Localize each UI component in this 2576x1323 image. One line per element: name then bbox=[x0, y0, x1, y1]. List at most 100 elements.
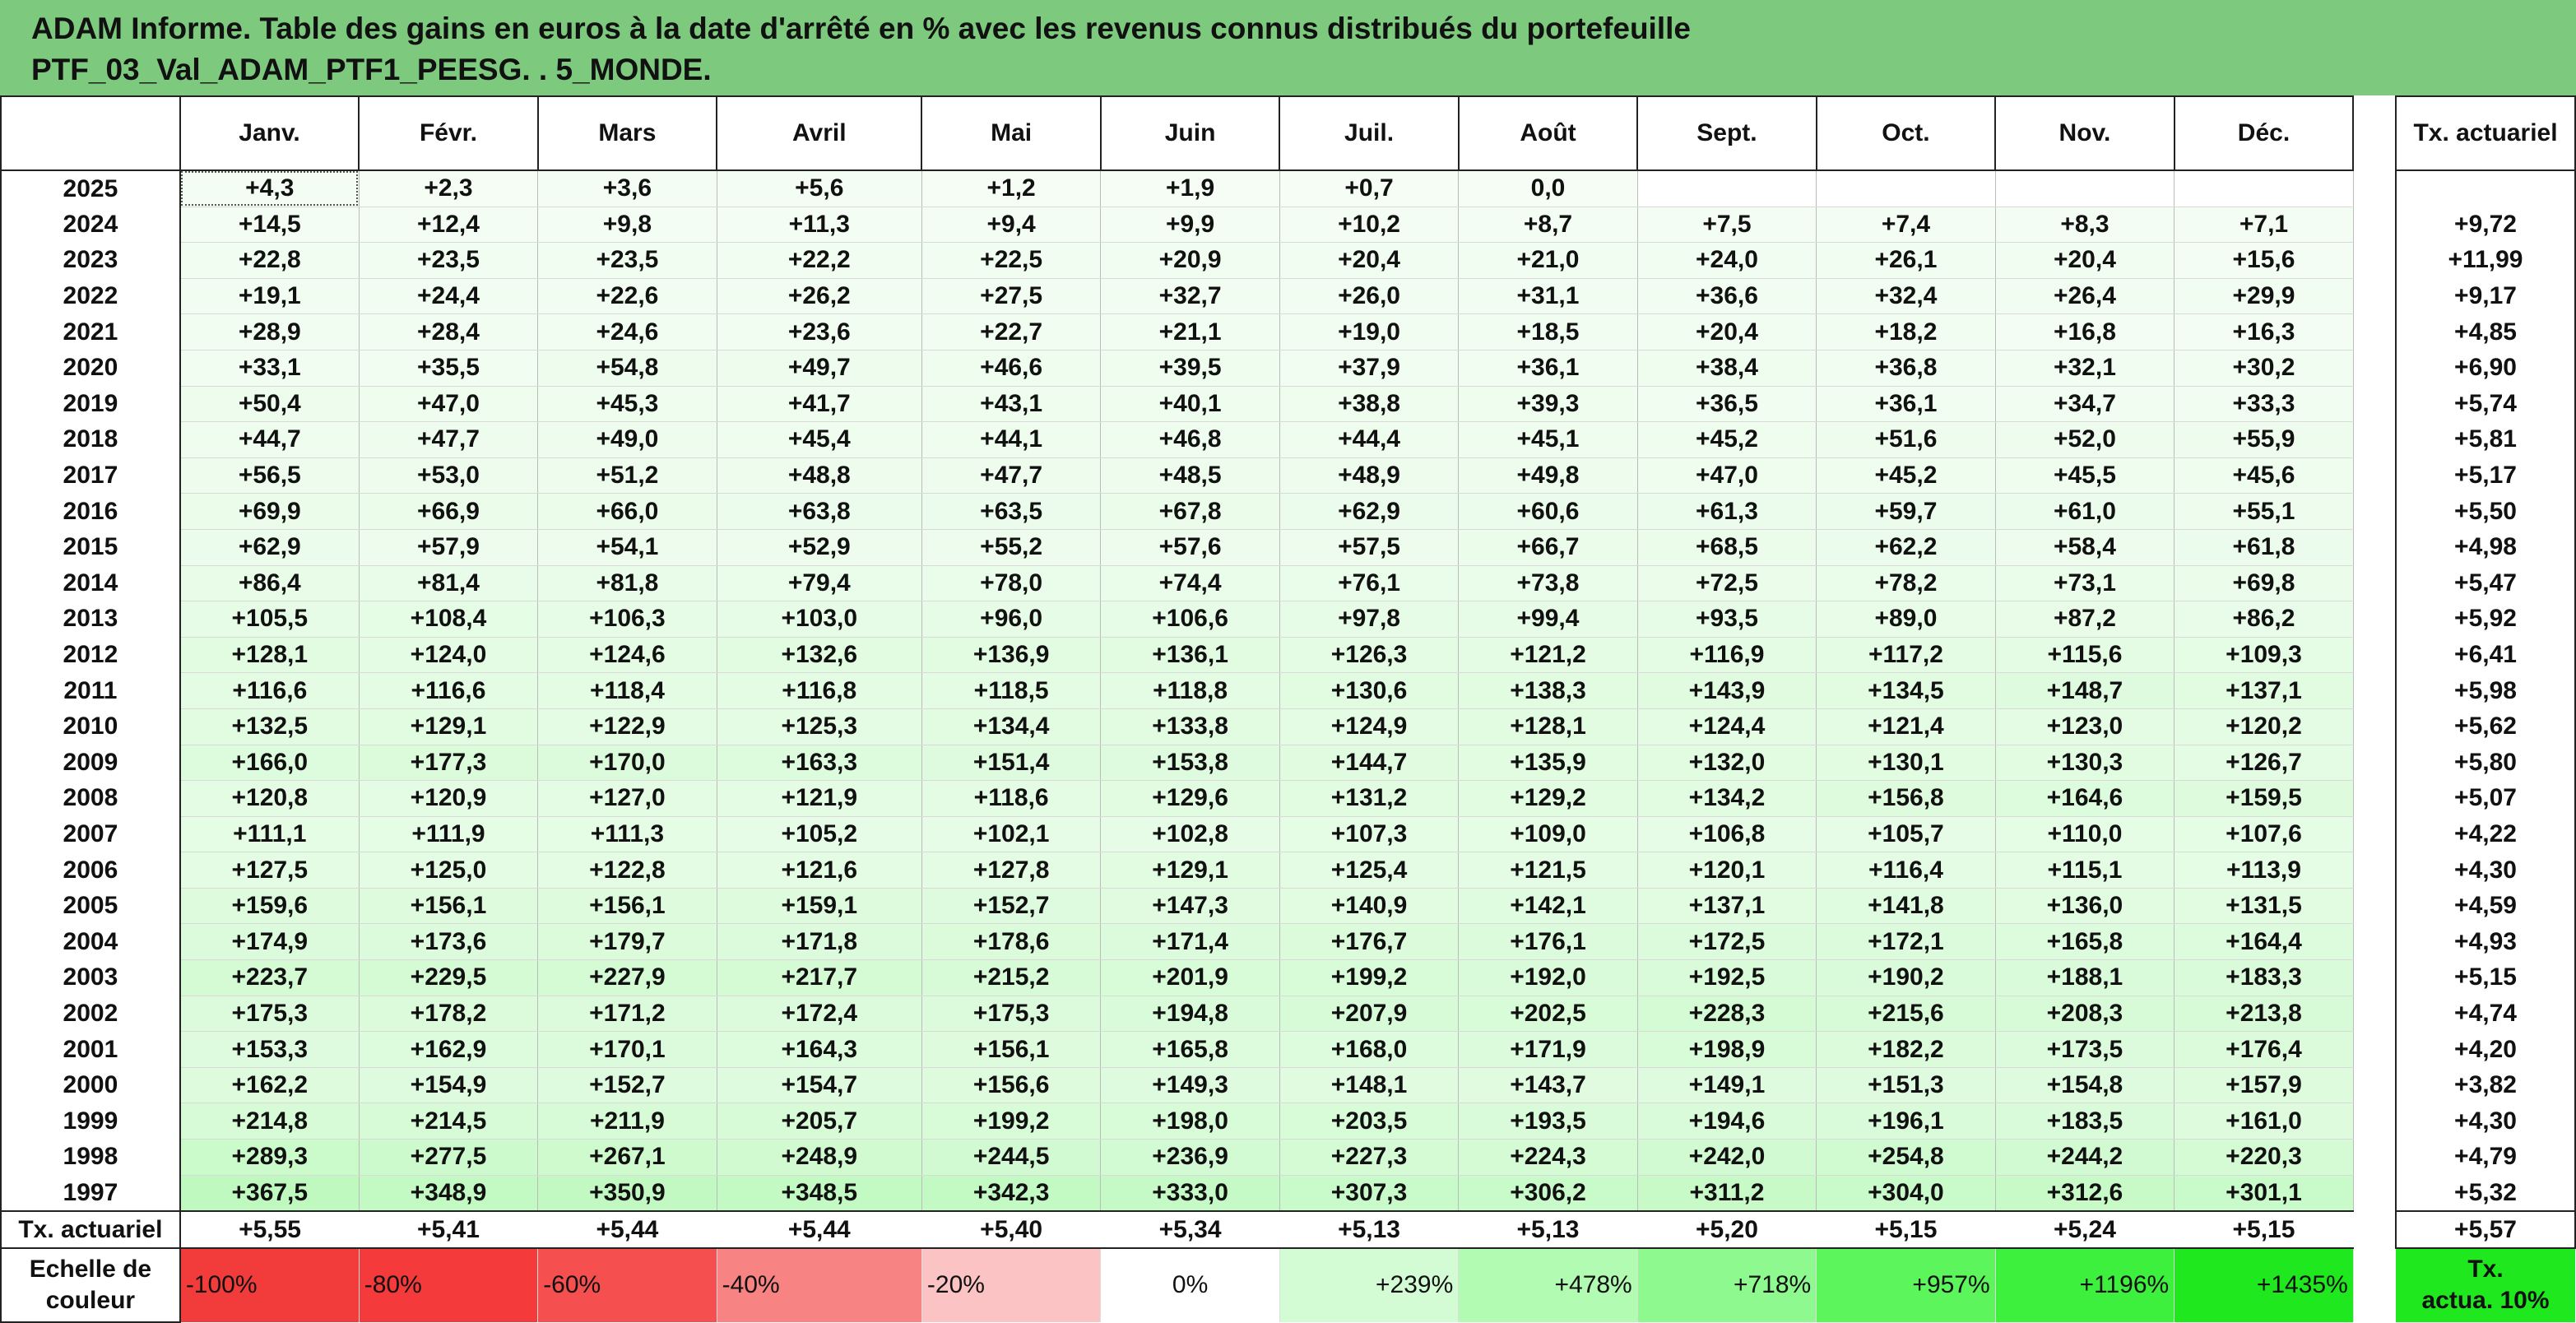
gain-cell: +244,5 bbox=[921, 1139, 1102, 1176]
year-row: 2018 +44,7 +47,7 +49,0 +45,4 +44,1 +46,8 +44,4 +… bbox=[0, 421, 2576, 458]
gain-cell: +57,5 bbox=[1279, 529, 1460, 566]
gain-cell: +156,6 bbox=[921, 1067, 1102, 1104]
gain-cell: +312,6 bbox=[1995, 1175, 2175, 1212]
year-row: 2004 +174,9 +173,6 +179,7 +171,8 +178,6 +171,4… bbox=[0, 923, 2576, 961]
gain-cell: +152,7 bbox=[537, 1067, 717, 1104]
gain-cell: +127,0 bbox=[537, 780, 717, 817]
summary-cell: +5,13 bbox=[1458, 1210, 1638, 1249]
gain-cell: +20,9 bbox=[1100, 242, 1280, 279]
gain-cell: +193,5 bbox=[1458, 1102, 1638, 1140]
gain-cell: +93,5 bbox=[1637, 601, 1817, 638]
gain-cell: +0,7 bbox=[1279, 170, 1460, 207]
color-scale-swatch: 0% bbox=[1100, 1247, 1280, 1322]
gain-cell: +201,9 bbox=[1100, 959, 1280, 996]
gain-cell: +211,9 bbox=[537, 1102, 717, 1140]
gain-cell: +125,4 bbox=[1279, 852, 1460, 889]
gain-cell: +126,7 bbox=[2174, 745, 2354, 782]
actuarial-rate-cell: +9,72 bbox=[2395, 207, 2576, 243]
gain-cell: +183,3 bbox=[2174, 959, 2354, 996]
gain-cell: +48,5 bbox=[1100, 457, 1280, 494]
gain-cell: +7,5 bbox=[1637, 207, 1817, 244]
gain-cell: +192,0 bbox=[1458, 959, 1638, 996]
column-spacer bbox=[2353, 1175, 2397, 1212]
gain-cell: +156,1 bbox=[537, 888, 717, 925]
year-row: 2008 +120,8 +120,9 +127,0 +121,9 +118,6 +129,6… bbox=[0, 780, 2576, 817]
year-row: 2002 +175,3 +178,2 +171,2 +172,4 +175,3 +194,8… bbox=[0, 996, 2576, 1033]
gain-cell: +131,2 bbox=[1279, 780, 1460, 817]
year-row: 2005 +159,6 +156,1 +156,1 +159,1 +152,7 +147,3… bbox=[0, 888, 2576, 925]
gain-cell: +118,5 bbox=[921, 672, 1102, 709]
gain-cell: +140,9 bbox=[1279, 888, 1460, 925]
gain-cell: +45,5 bbox=[1995, 457, 2175, 494]
gain-cell: +121,2 bbox=[1458, 637, 1638, 674]
year-label: 2001 bbox=[0, 1031, 181, 1068]
gain-cell: +20,4 bbox=[1637, 313, 1817, 350]
gain-cell: +141,8 bbox=[1816, 888, 1996, 925]
gain-cell: +311,2 bbox=[1637, 1175, 1817, 1212]
gain-cell: +333,0 bbox=[1100, 1175, 1280, 1212]
gain-cell: +151,3 bbox=[1816, 1067, 1996, 1104]
gain-cell: +20,4 bbox=[1995, 242, 2175, 279]
actuarial-rate-cell: +5,81 bbox=[2395, 421, 2576, 458]
gain-cell: +44,7 bbox=[179, 421, 360, 458]
gain-cell: +36,8 bbox=[1816, 350, 1996, 387]
gain-cell: +111,3 bbox=[537, 816, 717, 853]
gain-cell: +61,3 bbox=[1637, 493, 1817, 530]
year-row: 2003 +223,7 +229,5 +227,9 +217,7 +215,2 +201,9… bbox=[0, 959, 2576, 996]
month-header-8: Août bbox=[1457, 95, 1639, 171]
gain-cell: +165,8 bbox=[1100, 1031, 1280, 1068]
gain-cell: +106,3 bbox=[537, 601, 717, 638]
gain-cell: +162,2 bbox=[179, 1067, 360, 1104]
gain-cell: +194,8 bbox=[1100, 996, 1280, 1033]
gain-cell: +53,0 bbox=[359, 457, 539, 494]
color-scale-row: Echelle de couleur -100% -80% -60% -40% -20% 0%… bbox=[0, 1246, 2575, 1323]
gain-cell: +154,9 bbox=[359, 1067, 539, 1104]
gain-cell: +124,9 bbox=[1279, 708, 1460, 745]
gain-cell: +136,9 bbox=[921, 637, 1102, 674]
color-scale-swatch: -60% bbox=[537, 1247, 717, 1322]
gain-cell: +69,8 bbox=[2174, 565, 2354, 602]
gain-cell: +127,8 bbox=[921, 852, 1102, 889]
column-spacer bbox=[2353, 601, 2397, 638]
gain-cell: +137,1 bbox=[2174, 672, 2354, 709]
year-label: 2008 bbox=[0, 780, 181, 817]
gain-cell: +8,7 bbox=[1458, 207, 1638, 244]
gain-cell: +120,2 bbox=[2174, 708, 2354, 745]
gain-cell: +217,7 bbox=[717, 959, 922, 996]
gain-cell: +202,5 bbox=[1458, 996, 1638, 1033]
gain-cell: +171,4 bbox=[1100, 923, 1280, 961]
gain-cell: +120,1 bbox=[1637, 852, 1817, 889]
actuarial-rate-cell: +5,32 bbox=[2395, 1175, 2576, 1212]
gain-cell: +130,3 bbox=[1995, 745, 2175, 782]
gain-cell: +45,2 bbox=[1816, 457, 1996, 494]
gain-cell: +55,2 bbox=[921, 529, 1102, 566]
gain-cell: +129,2 bbox=[1458, 780, 1638, 817]
gain-cell: +113,9 bbox=[2174, 852, 2354, 889]
year-label: 2013 bbox=[0, 601, 181, 638]
gain-cell: +45,6 bbox=[2174, 457, 2354, 494]
gain-cell: +120,9 bbox=[359, 780, 539, 817]
year-label: 2022 bbox=[0, 278, 181, 314]
gain-cell: +26,1 bbox=[1816, 242, 1996, 279]
gain-cell: +109,0 bbox=[1458, 816, 1638, 853]
report-title-line1: ADAM Informe. Table des gains en euros à… bbox=[31, 12, 1691, 45]
column-spacer bbox=[2353, 207, 2397, 243]
gain-cell: +30,2 bbox=[2174, 350, 2354, 387]
color-scale-swatch: -20% bbox=[921, 1247, 1102, 1322]
gain-cell: +3,6 bbox=[537, 170, 717, 207]
gain-cell: +118,4 bbox=[537, 672, 717, 709]
year-label: 2023 bbox=[0, 242, 181, 279]
column-spacer bbox=[2353, 637, 2397, 673]
year-row: 2006 +127,5 +125,0 +122,8 +121,6 +127,8 +129,1… bbox=[0, 852, 2576, 889]
gain-cell: +55,9 bbox=[2174, 421, 2354, 458]
year-label: 2003 bbox=[0, 959, 181, 996]
gain-cell: +301,1 bbox=[2174, 1175, 2354, 1212]
gain-cell: +267,1 bbox=[537, 1139, 717, 1176]
gain-cell: +48,8 bbox=[717, 457, 922, 494]
color-scale-swatch: -80% bbox=[359, 1247, 539, 1322]
gain-cell: +348,5 bbox=[717, 1175, 922, 1212]
gain-cell: +57,6 bbox=[1100, 529, 1280, 566]
gain-cell: +10,2 bbox=[1279, 207, 1460, 244]
color-scale-swatch: -100% bbox=[179, 1247, 360, 1322]
year-label: 2019 bbox=[0, 386, 181, 422]
